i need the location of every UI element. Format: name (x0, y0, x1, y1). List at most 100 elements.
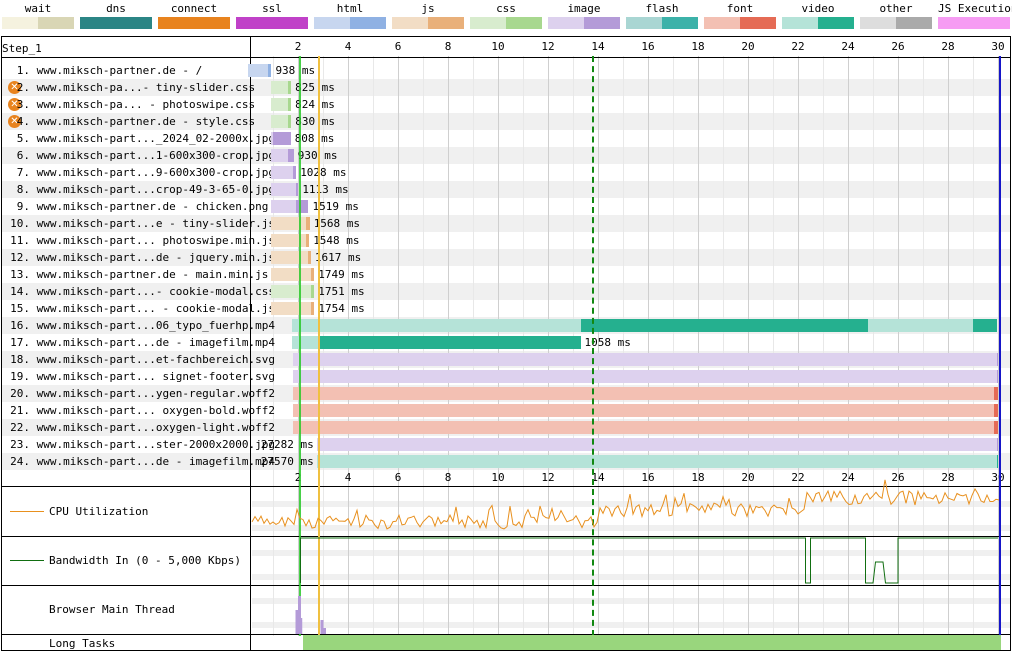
request-row[interactable]: 6. www.miksch-part...1-600x300-crop.jpg (2, 147, 1010, 164)
time-tick-label: 28 (941, 40, 955, 53)
grid-line (923, 56, 924, 636)
legend-label: ssl (262, 2, 282, 15)
request-label: 24. www.miksch-part...de - imagefilm.mp4 (2, 455, 275, 468)
warning-icon: ✕ (8, 81, 21, 94)
request-row[interactable]: 11. www.miksch-part... photoswipe.min.js (2, 232, 1010, 249)
request-url: www.miksch-part...06_typo_fuerhp.mp4 (30, 319, 276, 332)
legend-swatch (80, 17, 152, 29)
request-bar-ttfb (270, 302, 311, 315)
request-row[interactable]: 12. www.miksch-part...de - jquery.min.js (2, 249, 1010, 266)
time-tick-label: 24 (841, 471, 855, 484)
request-bar-download (310, 302, 315, 315)
request-row[interactable]: 20. www.miksch-part...ygen-regular.woff2 (2, 385, 1010, 402)
request-bar-ttfb (293, 387, 995, 400)
legend-swatch (704, 17, 776, 29)
legend-swatch-download (272, 17, 308, 29)
request-row[interactable]: 21. www.miksch-part... oxygen-bold.woff2 (2, 402, 1010, 419)
legend-item-js: js (392, 0, 464, 34)
request-row[interactable]: 23. www.miksch-part...ster-2000x2000.jpg (2, 436, 1010, 453)
request-label: 2. www.miksch-pa...- tiny-slider.css (2, 81, 255, 94)
time-tick-label: 26 (891, 40, 905, 53)
legend-item-connect: connect (158, 0, 230, 34)
request-bar-ttfb (292, 370, 997, 383)
time-tick-label: 30 (991, 40, 1005, 53)
request-url: www.miksch-part...et-fachbereich.svg (30, 353, 276, 366)
request-url: www.miksch-partner.de - style.css (30, 115, 256, 128)
request-row[interactable]: 10. www.miksch-part...e - tiny-slider.js (2, 215, 1010, 232)
request-number: 9. (16, 200, 30, 213)
legend-swatch (314, 17, 386, 29)
time-tick-label: 8 (444, 471, 452, 484)
legend-label: JS Execution (938, 2, 1012, 15)
legend-swatch-download (506, 17, 542, 29)
request-row[interactable]: 19. www.miksch-part... signet-footer.svg (2, 368, 1010, 385)
legend-swatch-download (350, 17, 386, 29)
request-bar-ttfb (291, 319, 581, 332)
request-row[interactable]: 16. www.miksch-part...06_typo_fuerhp.mp4 (2, 317, 1010, 334)
request-label: 22. www.miksch-part...oxygen-light.woff2 (2, 421, 275, 434)
request-row[interactable]: 7. www.miksch-part...9-600x300-crop.jpg (2, 164, 1010, 181)
request-number: 21. (10, 404, 30, 417)
request-label: 9. www.miksch-partner.de - chicken.png (2, 200, 269, 213)
request-row[interactable]: 22. www.miksch-part...oxygen-light.woff2 (2, 419, 1010, 436)
request-duration: 1113 ms (302, 183, 349, 196)
request-label: 13. www.miksch-partner.de - main.min.js (2, 268, 268, 281)
request-number: 20. (10, 387, 30, 400)
request-duration: 1749 ms (318, 268, 365, 281)
request-bar-ttfb (270, 200, 296, 213)
start-render-marker (299, 56, 302, 636)
legend-label: css (496, 2, 516, 15)
request-duration: 1548 ms (313, 234, 360, 247)
request-duration: 830 ms (295, 115, 335, 128)
request-label: 19. www.miksch-part... signet-footer.svg (2, 370, 275, 383)
request-bar-ttfb (270, 217, 306, 230)
request-row[interactable]: ✕ 4. www.miksch-partner.de - style.css (2, 113, 1010, 130)
request-row[interactable]: ✕ 2. www.miksch-pa...- tiny-slider.css (2, 79, 1010, 96)
grid-line (723, 56, 724, 636)
grid-line (898, 56, 899, 636)
request-row[interactable]: 24. www.miksch-part...de - imagefilm.mp4 (2, 453, 1010, 470)
grid-line (273, 56, 274, 636)
grid-line (698, 56, 699, 636)
legend-swatch-download (584, 17, 620, 29)
request-bar-ttfb (270, 149, 288, 162)
request-bar-download (994, 387, 998, 400)
legend-swatch-ttfb (392, 17, 428, 29)
legend-swatch (626, 17, 698, 29)
header-separator (1, 57, 1011, 58)
request-url: www.miksch-part...de - imagefilm.mp4 (30, 336, 276, 349)
request-bar-download (305, 234, 310, 247)
request-row[interactable]: 15. www.miksch-part... - cookie-modal.js (2, 300, 1010, 317)
legend-swatch-ttfb (470, 17, 506, 29)
legend-item-font: font (704, 0, 776, 34)
panel-stripe (252, 622, 1010, 628)
row-stripe (2, 215, 1010, 232)
request-bar-download (996, 455, 998, 468)
request-row[interactable]: 13. www.miksch-partner.de - main.min.js (2, 266, 1010, 283)
legend-label: connect (170, 2, 218, 15)
request-bar-download (288, 115, 292, 128)
legend: wait dns connect ssl html js css image flash font… (0, 0, 1012, 34)
request-row[interactable]: 17. www.miksch-part...de - imagefilm.mp4 (2, 334, 1010, 351)
request-number: 16. (10, 319, 30, 332)
request-url: www.miksch-part...9-600x300-crop.jpg (30, 166, 276, 179)
request-number: 5. (16, 132, 30, 145)
request-row[interactable]: ✕ 3. www.miksch-pa... - photoswipe.css (2, 96, 1010, 113)
legend-swatch-ttfb (782, 17, 818, 29)
request-row[interactable]: 1. www.miksch-partner.de - / (2, 62, 1010, 79)
request-row[interactable]: 8. www.miksch-part...crop-49-3-65-0.jpg (2, 181, 1010, 198)
request-row[interactable]: 9. www.miksch-partner.de - chicken.png (2, 198, 1010, 215)
legend-swatch-download (662, 17, 698, 29)
legend-label: other (879, 2, 913, 15)
request-number: 13. (10, 268, 30, 281)
request-row[interactable]: 5. www.miksch-part..._2024_02-2000x.jpg (2, 130, 1010, 147)
request-duration: 1028 ms (300, 166, 347, 179)
request-row[interactable]: 14. www.miksch-part...- cookie-modal.css (2, 283, 1010, 300)
request-url: www.miksch-partner.de - chicken.png (30, 200, 269, 213)
grid-line (823, 56, 824, 636)
request-bar-ttfb (270, 81, 288, 94)
request-bar-download (994, 404, 998, 417)
panel-stripe (252, 598, 1010, 604)
legend-swatch-ttfb (548, 17, 584, 29)
request-row[interactable]: 18. www.miksch-part...et-fachbereich.svg (2, 351, 1010, 368)
